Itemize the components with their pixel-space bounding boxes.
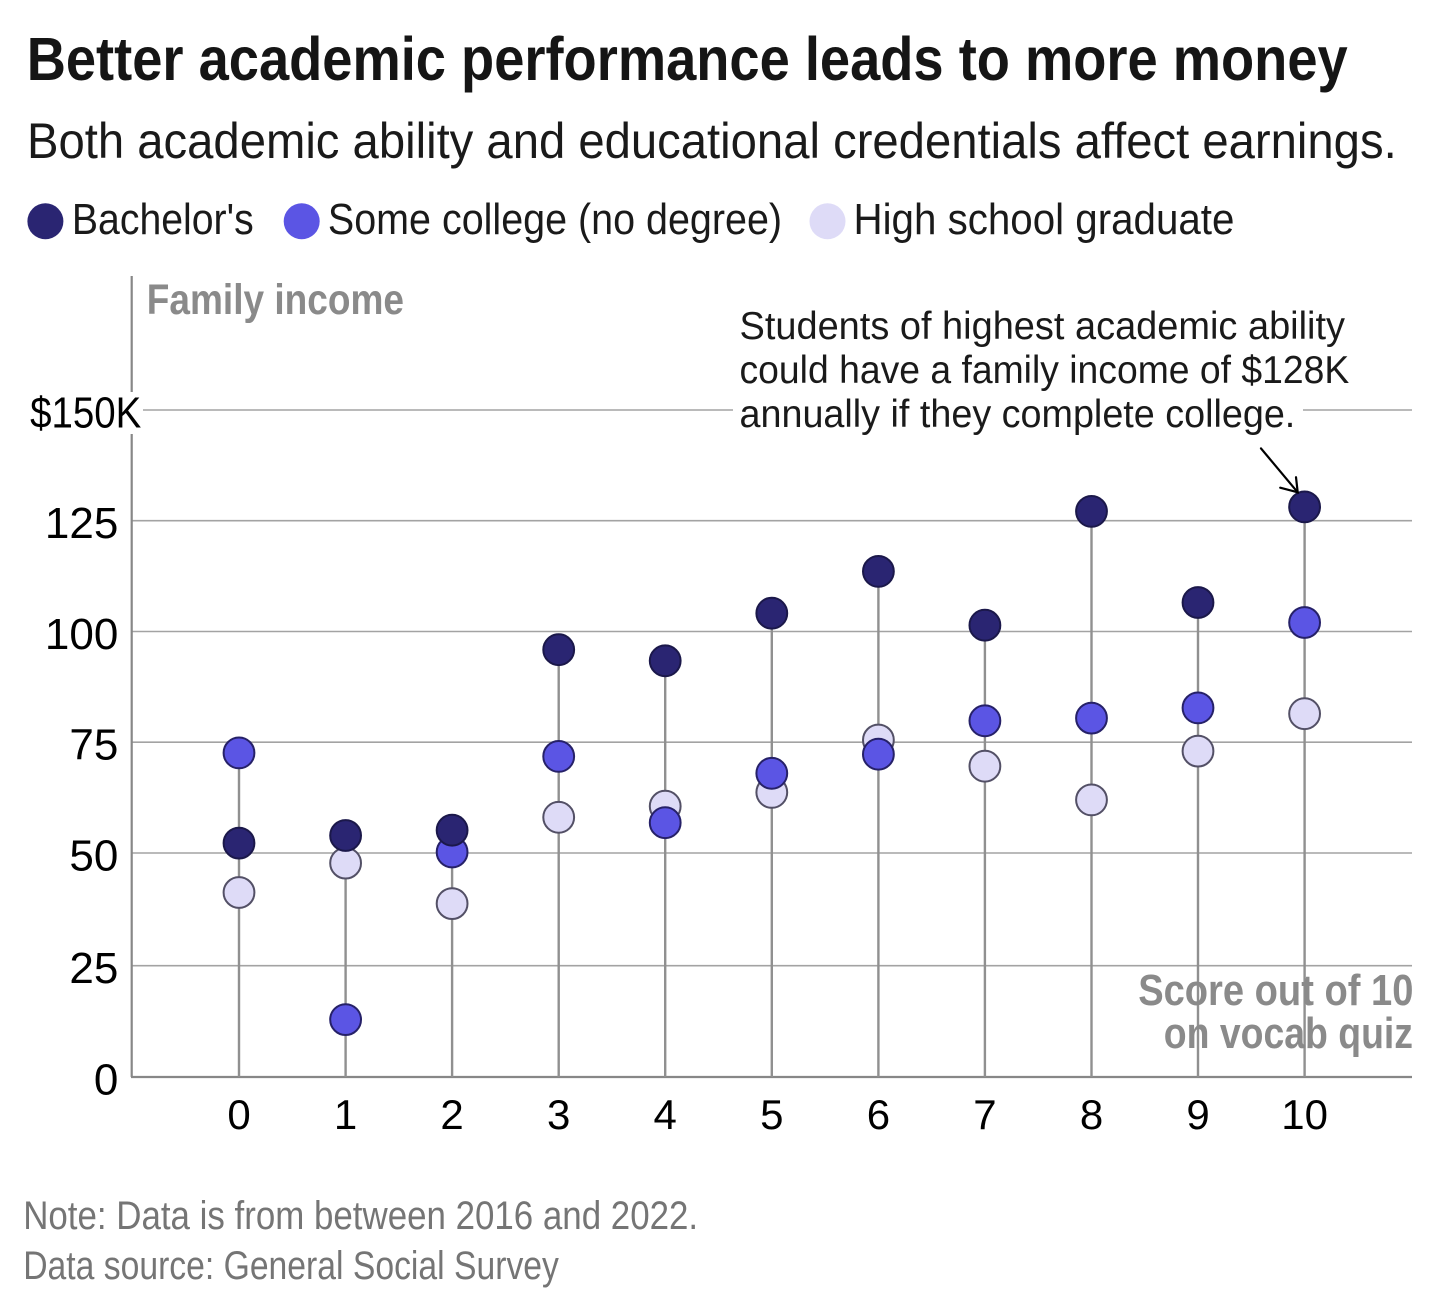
svg-text:Students of highest academic a: Students of highest academic ability bbox=[740, 305, 1346, 348]
svg-text:Some college (no degree): Some college (no degree) bbox=[328, 195, 782, 244]
svg-text:on vocab quiz: on vocab quiz bbox=[1164, 1009, 1413, 1058]
svg-text:10: 10 bbox=[1281, 1091, 1328, 1138]
svg-text:50: 50 bbox=[69, 832, 118, 881]
svg-text:125: 125 bbox=[45, 499, 118, 548]
svg-text:75: 75 bbox=[69, 721, 118, 770]
svg-text:High school graduate: High school graduate bbox=[854, 195, 1235, 244]
svg-text:0: 0 bbox=[94, 1056, 118, 1105]
svg-text:6: 6 bbox=[867, 1091, 890, 1138]
svg-text:Better academic performance le: Better academic performance leads to mor… bbox=[27, 25, 1348, 93]
svg-text:8: 8 bbox=[1080, 1091, 1103, 1138]
svg-text:Note: Data is from between 201: Note: Data is from between 2016 and 2022… bbox=[23, 1194, 698, 1238]
svg-text:Data source: General Social Su: Data source: General Social Survey bbox=[23, 1244, 559, 1288]
svg-text:9: 9 bbox=[1186, 1091, 1209, 1138]
svg-text:5: 5 bbox=[760, 1091, 783, 1138]
svg-text:Bachelor's: Bachelor's bbox=[72, 195, 254, 244]
svg-text:2: 2 bbox=[440, 1091, 463, 1138]
svg-text:could have a family income of: could have a family income of $128K bbox=[740, 349, 1350, 392]
svg-text:annually if they complete coll: annually if they complete college. bbox=[740, 393, 1296, 436]
svg-text:Family income: Family income bbox=[147, 276, 404, 324]
svg-text:4: 4 bbox=[654, 1091, 677, 1138]
svg-text:3: 3 bbox=[547, 1091, 570, 1138]
svg-text:Both academic ability and educ: Both academic ability and educational cr… bbox=[27, 113, 1397, 169]
svg-text:1: 1 bbox=[334, 1091, 357, 1138]
svg-text:100: 100 bbox=[45, 610, 118, 659]
svg-text:7: 7 bbox=[973, 1091, 996, 1138]
svg-text:0: 0 bbox=[227, 1091, 250, 1138]
svg-text:25: 25 bbox=[69, 944, 118, 993]
svg-text:$150K: $150K bbox=[30, 389, 141, 438]
svg-text:Score out of 10: Score out of 10 bbox=[1138, 966, 1413, 1015]
